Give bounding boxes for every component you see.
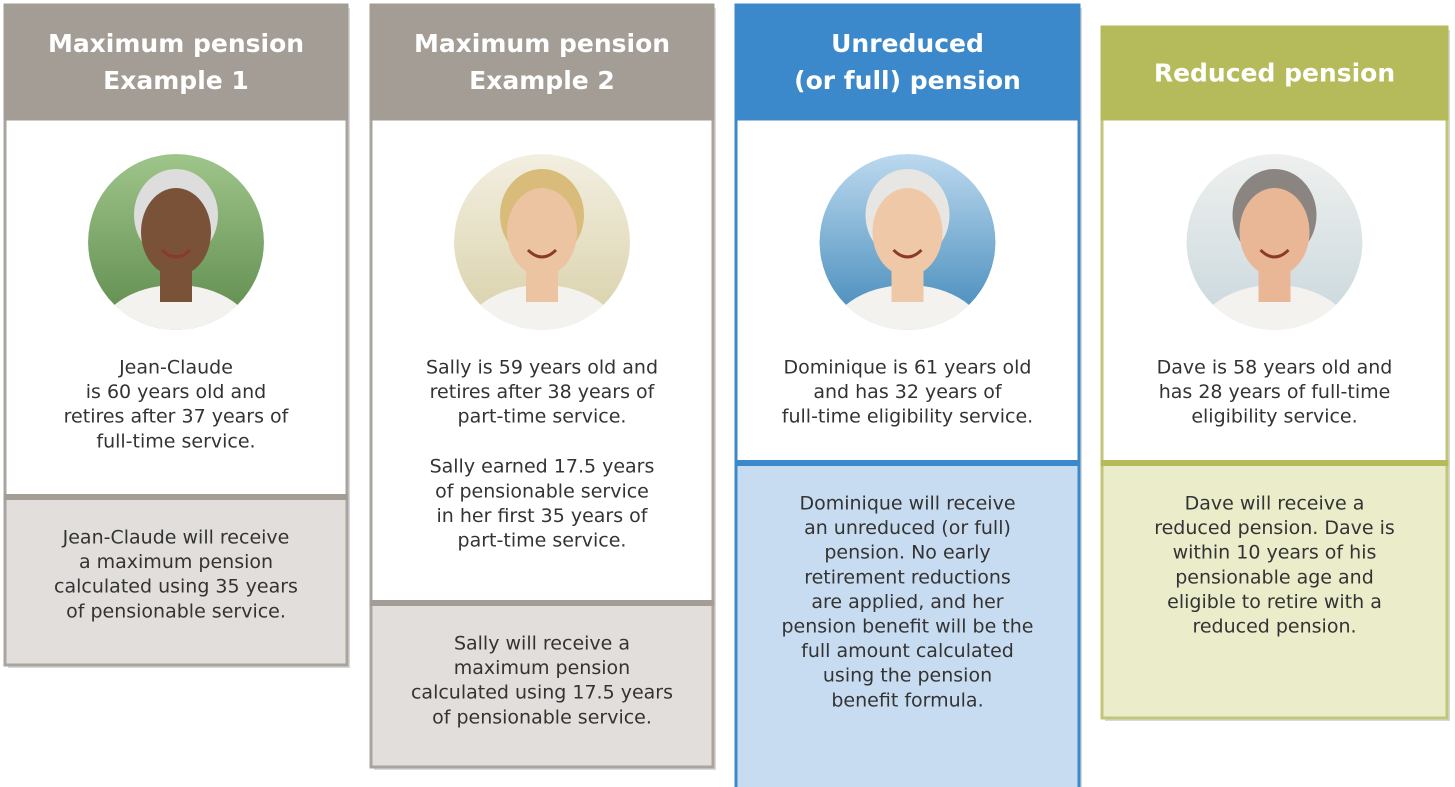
face bbox=[141, 188, 211, 276]
description-line: Sally earned 17.5 years bbox=[430, 456, 655, 478]
result-line: pension benefit will be the bbox=[781, 616, 1033, 638]
result-line: pension. No early bbox=[824, 542, 990, 564]
result-line: using the pension bbox=[823, 665, 992, 687]
result-line: retirement reductions bbox=[804, 566, 1011, 588]
description-line: part-time service. bbox=[458, 406, 627, 428]
result-line: of pensionable service. bbox=[432, 706, 652, 728]
result-line: reduced pension. Dave is bbox=[1154, 517, 1395, 539]
divider bbox=[735, 460, 1081, 466]
face bbox=[873, 188, 943, 276]
description-line: of pensionable service bbox=[435, 480, 649, 502]
card-title: (or full) pension bbox=[794, 66, 1021, 95]
result-line: an unreduced (or full) bbox=[804, 517, 1011, 539]
result-line: are applied, and her bbox=[811, 591, 1003, 613]
description-line: Dave is 58 years old and bbox=[1157, 357, 1393, 379]
description-line: retires after 37 years of bbox=[64, 406, 290, 428]
description-line: and has 32 years of bbox=[813, 381, 1003, 403]
result-line: of pensionable service. bbox=[66, 600, 286, 622]
divider bbox=[370, 600, 715, 606]
result-line: calculated using 17.5 years bbox=[411, 682, 673, 704]
description-line: Dominique is 61 years old bbox=[784, 357, 1032, 379]
description-line: in her first 35 years of bbox=[437, 505, 649, 527]
divider bbox=[4, 494, 349, 500]
card-title: Reduced pension bbox=[1154, 59, 1395, 88]
result-line: a maximum pension bbox=[79, 551, 273, 573]
page: {"cards": [ {"header": ["Maximum pension… bbox=[0, 0, 1455, 787]
card-header bbox=[370, 4, 715, 121]
card-title: Example 2 bbox=[469, 66, 615, 95]
result-line: Dominique will receive bbox=[799, 493, 1015, 515]
description-line: has 28 years of full-time bbox=[1159, 381, 1391, 403]
result-line: full amount calculated bbox=[801, 640, 1014, 662]
description-line: retires after 38 years of bbox=[430, 381, 656, 403]
card-title: Maximum pension bbox=[48, 29, 304, 58]
card-header bbox=[735, 4, 1081, 121]
result-line: eligible to retire with a bbox=[1167, 591, 1382, 613]
result-line: Dave will receive a bbox=[1185, 493, 1365, 515]
result-line: calculated using 35 years bbox=[54, 576, 298, 598]
card-title: Maximum pension bbox=[414, 29, 670, 58]
result-line: benefit formula. bbox=[831, 689, 983, 711]
card-title: Example 1 bbox=[103, 66, 249, 95]
card-title: Unreduced bbox=[831, 29, 984, 58]
pension-examples: Maximum pension Example 1 Jean-Claudeis 60… bbox=[0, 0, 1455, 787]
description-line: Sally is 59 years old and bbox=[426, 357, 658, 379]
description-line: eligibility service. bbox=[1191, 406, 1357, 428]
result-line: Jean-Claude will receive bbox=[62, 527, 290, 549]
result-line: pensionable age and bbox=[1175, 566, 1374, 588]
result-line: maximum pension bbox=[454, 657, 630, 679]
divider bbox=[1101, 460, 1449, 466]
face bbox=[507, 188, 577, 276]
result-line: reduced pension. bbox=[1192, 616, 1356, 638]
description-line: is 60 years old and bbox=[86, 381, 267, 403]
face bbox=[1240, 188, 1310, 276]
result-line: Sally will receive a bbox=[454, 633, 630, 655]
description-line: Jean-Claude bbox=[118, 357, 233, 379]
description-line: full-time service. bbox=[96, 430, 255, 452]
result-line: within 10 years of his bbox=[1173, 542, 1377, 564]
description-line: full-time eligibility service. bbox=[782, 406, 1033, 428]
card-header bbox=[4, 4, 349, 121]
description-line: part-time service. bbox=[458, 530, 627, 552]
